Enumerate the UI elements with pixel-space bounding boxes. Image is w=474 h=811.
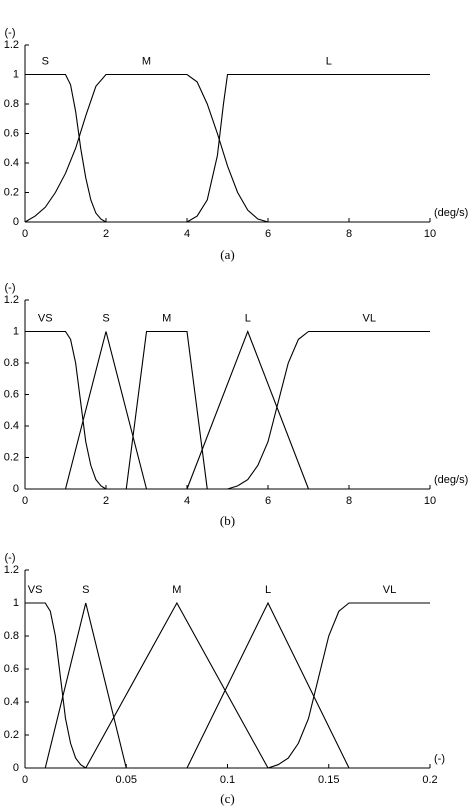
y-tick-label: 0.2 xyxy=(4,186,19,198)
membership-curve xyxy=(186,601,350,769)
x-tick-label: 4 xyxy=(184,495,190,507)
series-label: M xyxy=(162,312,171,324)
membership-curve xyxy=(267,602,430,769)
membership-curve xyxy=(125,330,208,490)
x-tick-label: 0 xyxy=(22,228,28,240)
membership-curve xyxy=(25,73,107,223)
y-tick-label: 1.2 xyxy=(4,294,19,306)
series-label: VS xyxy=(38,312,53,324)
series-label: L xyxy=(245,312,251,324)
x-tick-label: 6 xyxy=(265,228,271,240)
membership-curve xyxy=(64,331,148,490)
membership-curve xyxy=(44,602,127,769)
y-tick-label: 0.6 xyxy=(4,388,19,400)
x-tick-label: 0.05 xyxy=(116,774,137,786)
y-tick-label: 0 xyxy=(13,483,19,495)
series-label: S xyxy=(102,312,109,324)
y-tick-label: 0.2 xyxy=(4,451,19,463)
series-label: M xyxy=(142,55,151,67)
membership-curve xyxy=(85,601,269,769)
y-tick-label: 0 xyxy=(13,216,19,228)
x-tick-label: 10 xyxy=(424,228,436,240)
membership-curve xyxy=(227,330,430,490)
membership-curve xyxy=(186,73,430,223)
membership-curve xyxy=(25,330,107,490)
y-tick-label: 1 xyxy=(13,325,19,337)
y-tick-label: 0.6 xyxy=(4,663,19,675)
x-tick-label: 0.15 xyxy=(318,774,339,786)
series-label: L xyxy=(265,584,271,596)
y-axis-label: (-) xyxy=(5,552,16,564)
y-tick-label: 0.8 xyxy=(4,357,19,369)
series-label: M xyxy=(172,584,181,596)
y-tick-label: 0.4 xyxy=(4,420,19,432)
series-label: VL xyxy=(363,312,376,324)
x-axis-label: (deg/s) xyxy=(434,207,468,219)
y-tick-label: 1.2 xyxy=(4,39,19,51)
membership-curve xyxy=(24,73,269,223)
membership-curve xyxy=(25,602,87,769)
caption: (c) xyxy=(220,791,234,806)
series-label: S xyxy=(82,584,89,596)
series-label: L xyxy=(326,55,332,67)
y-tick-label: 1 xyxy=(13,68,19,80)
x-axis-label: (deg/s) xyxy=(434,474,468,486)
y-tick-label: 0.2 xyxy=(4,729,19,741)
y-tick-label: 1 xyxy=(13,597,19,609)
y-tick-label: 0.4 xyxy=(4,157,19,169)
caption: (a) xyxy=(220,247,234,262)
x-tick-label: 0 xyxy=(22,495,28,507)
x-axis-label: (-) xyxy=(434,753,445,765)
y-tick-label: 0 xyxy=(13,762,19,774)
membership-curve xyxy=(186,329,310,490)
caption: (b) xyxy=(220,513,235,528)
x-tick-label: 10 xyxy=(424,495,436,507)
x-tick-label: 0.1 xyxy=(220,774,235,786)
series-label: S xyxy=(42,55,49,67)
x-tick-label: 2 xyxy=(103,495,109,507)
x-tick-label: 8 xyxy=(346,228,352,240)
series-label: VL xyxy=(383,584,396,596)
x-tick-label: 4 xyxy=(184,228,190,240)
y-tick-label: 1.2 xyxy=(4,564,19,576)
y-axis-label: (-) xyxy=(5,27,16,39)
x-tick-label: 0 xyxy=(22,774,28,786)
x-tick-label: 2 xyxy=(103,228,109,240)
y-tick-label: 0.6 xyxy=(4,127,19,139)
y-tick-label: 0.4 xyxy=(4,696,19,708)
y-tick-label: 0.8 xyxy=(4,630,19,642)
x-tick-label: 6 xyxy=(265,495,271,507)
x-tick-label: 0.2 xyxy=(422,774,437,786)
x-tick-label: 8 xyxy=(346,495,352,507)
series-label: VS xyxy=(28,584,43,596)
y-axis-label: (-) xyxy=(5,282,16,294)
y-tick-label: 0.8 xyxy=(4,98,19,110)
